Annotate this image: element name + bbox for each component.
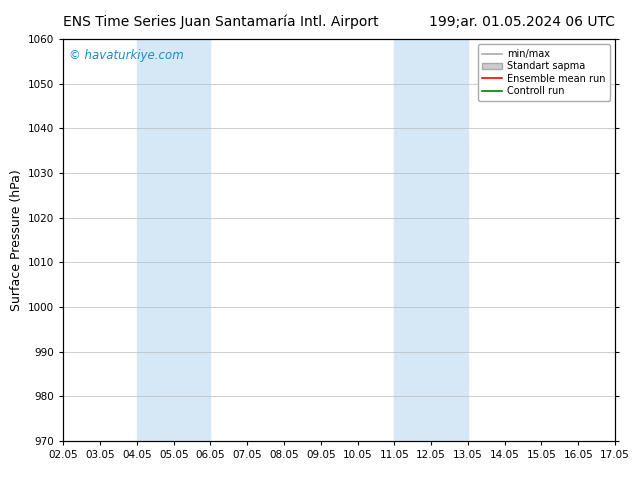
Bar [137,39,210,441]
Text: ENS Time Series Juan Santamaría Intl. Airport: ENS Time Series Juan Santamaría Intl. Ai… [63,15,379,29]
Text: © havaturkiye.com: © havaturkiye.com [69,49,184,62]
Y-axis label: Surface Pressure (hPa): Surface Pressure (hPa) [10,169,23,311]
Text: 199;ar. 01.05.2024 06 UTC: 199;ar. 01.05.2024 06 UTC [429,15,615,29]
Bar [394,39,468,441]
Legend: min/max, Standart sapma, Ensemble mean run, Controll run: min/max, Standart sapma, Ensemble mean r… [477,44,610,101]
